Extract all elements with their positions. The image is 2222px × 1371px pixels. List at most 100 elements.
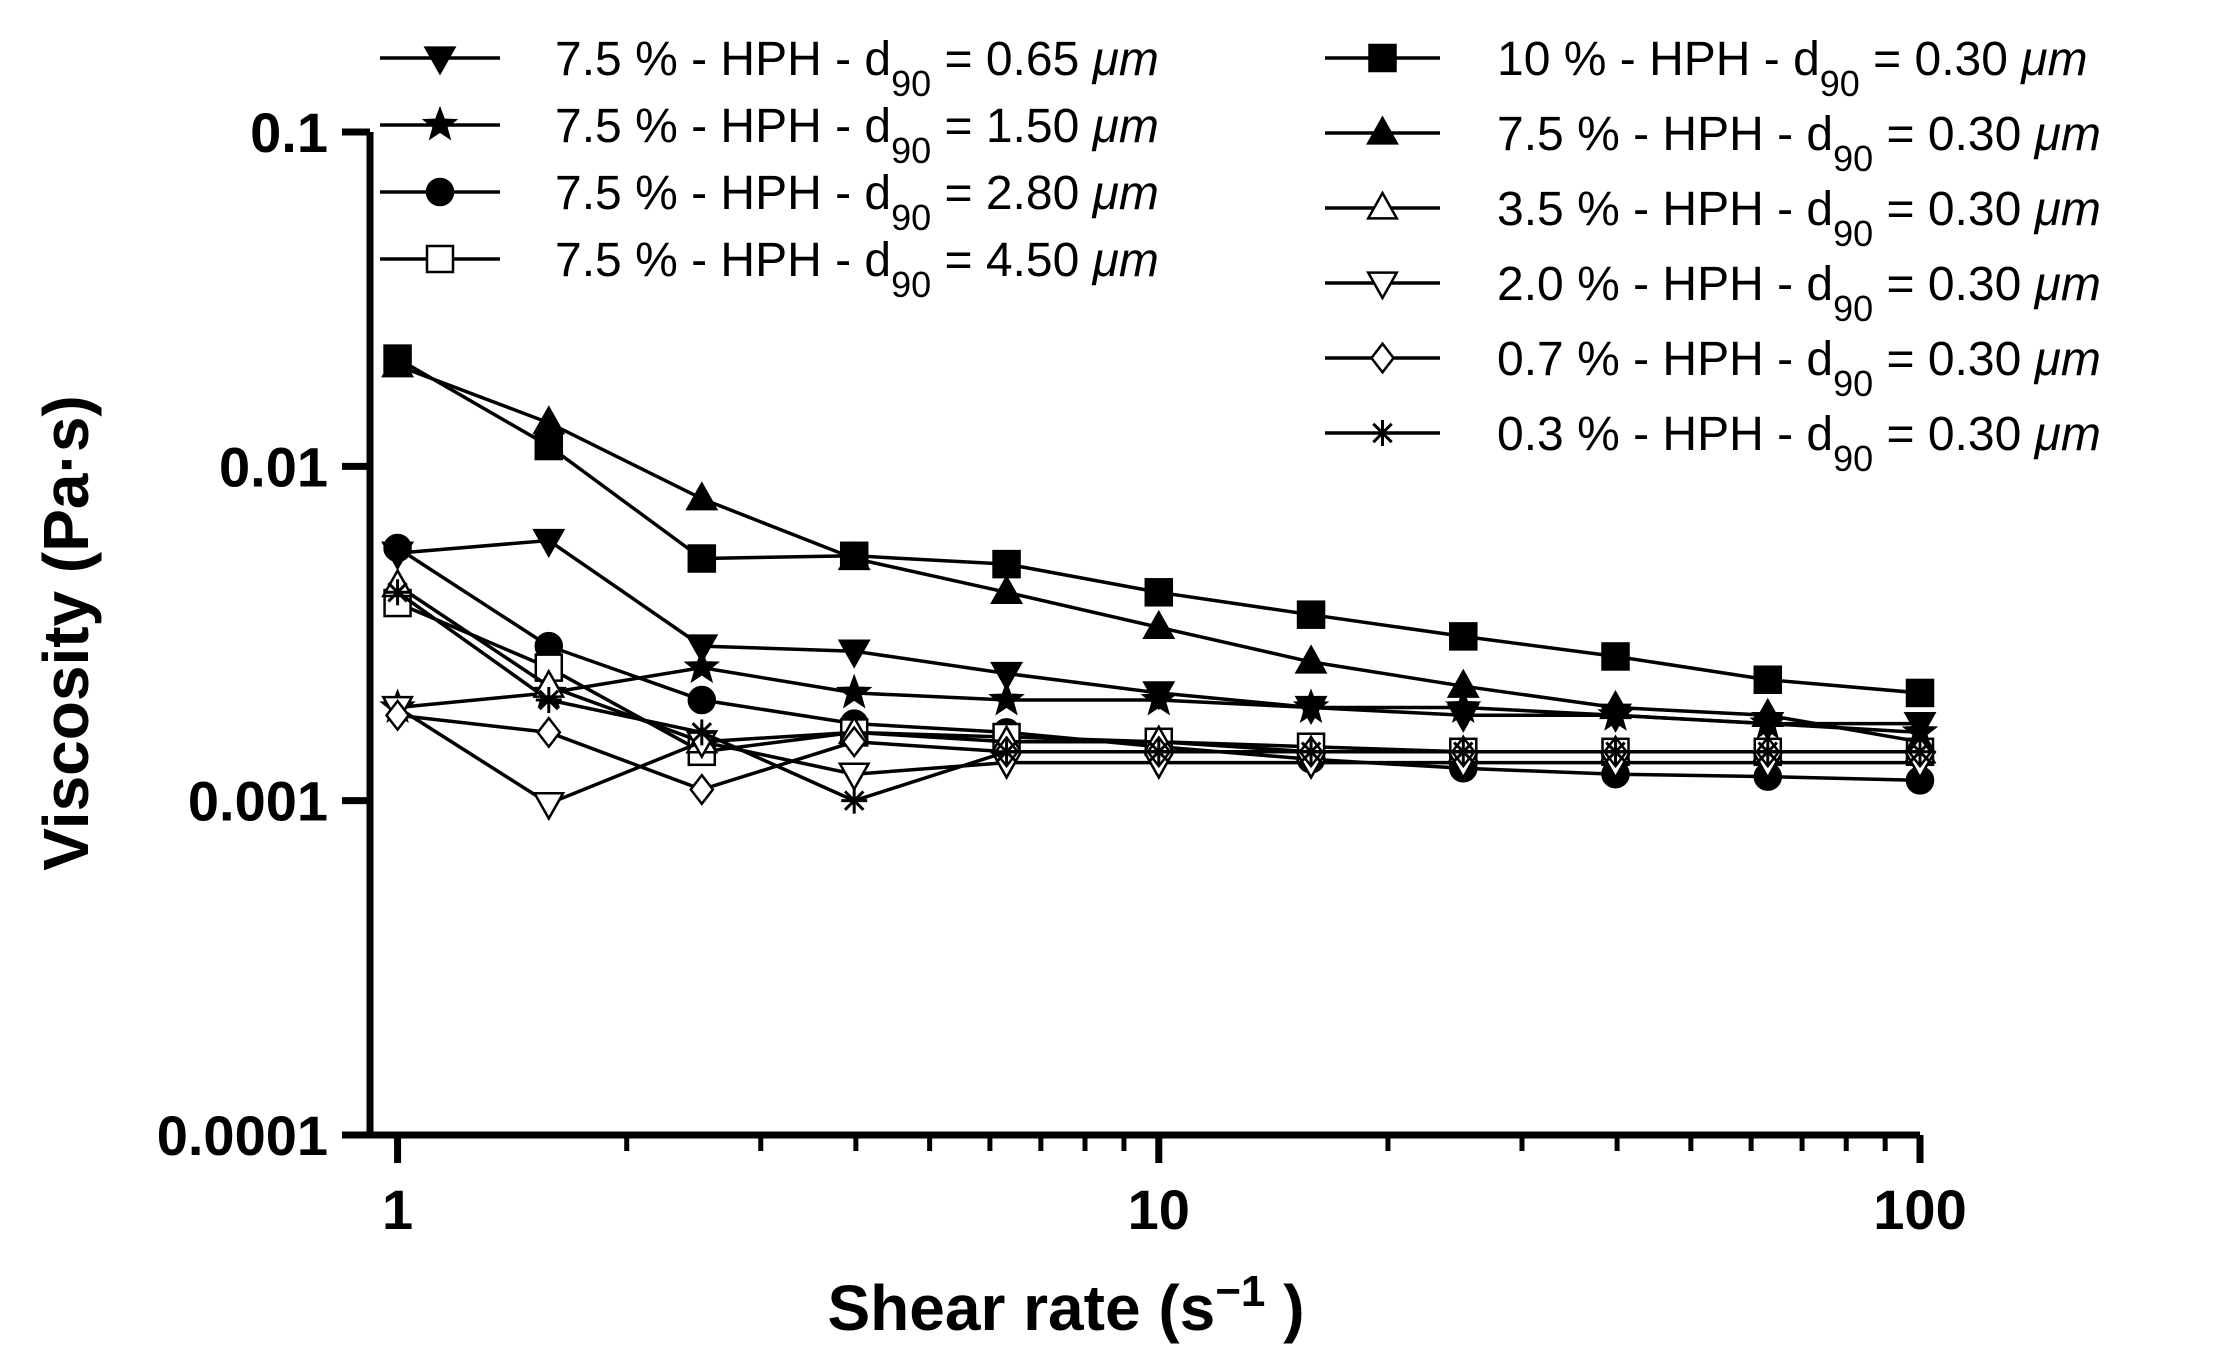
legend-label-prefix: 2.0 % - HPH - d	[1497, 258, 1833, 311]
y-tick-label: 0.01	[219, 435, 328, 498]
asterisk-stroke	[996, 741, 1017, 763]
legend-entry: 3.5 % - HPH - d90 = 0.30 μm	[1325, 183, 2101, 254]
data-point	[1751, 697, 1785, 727]
legend-entry: 7.5 % - HPH - d90 = 0.65 μm	[380, 33, 1159, 104]
data-point	[421, 105, 459, 141]
data-point	[990, 574, 1024, 604]
legend-label-unit: μm	[2033, 408, 2101, 461]
legend: 7.5 % - HPH - d90 = 0.65 μm7.5 % - HPH -…	[380, 33, 2101, 479]
legend-label-unit: μm	[2033, 333, 2101, 386]
x-tick-label: 10	[1128, 1178, 1190, 1241]
data-point	[1905, 678, 1935, 708]
legend-label: 7.5 % - HPH - d90 = 4.50 μm	[555, 234, 1159, 305]
data-point	[689, 773, 715, 806]
legend-label: 10 % - HPH - d90 = 0.30 μm	[1497, 33, 2088, 104]
legend-label-unit: μm	[2033, 183, 2101, 236]
legend-entry: 7.5 % - HPH - d90 = 0.30 μm	[1325, 108, 2101, 179]
data-point	[1292, 688, 1330, 724]
data-point	[1602, 738, 1629, 765]
data-point	[1907, 738, 1933, 765]
x-axis-title-exponent: −1	[1215, 1267, 1265, 1316]
data-point	[1446, 668, 1480, 698]
data-point	[841, 725, 867, 759]
asterisk-stroke	[1453, 741, 1474, 763]
data-point	[534, 431, 564, 461]
legend-label-unit: μm	[2033, 258, 2101, 311]
legend-label-prefix: 7.5 % - HPH - d	[555, 33, 891, 86]
legend-label-subscript: 90	[1820, 63, 1860, 104]
series-5	[383, 344, 1935, 708]
data-point	[1369, 341, 1396, 375]
x-axis-title-close: )	[1265, 1272, 1304, 1344]
data-point	[835, 673, 873, 709]
y-tick-label: 0.0001	[157, 1104, 328, 1167]
asterisk-stroke	[691, 722, 713, 743]
y-axis-title: Viscosity (Pa·s)	[30, 395, 102, 870]
asterisk-stroke	[1300, 741, 1322, 763]
legend-label-subscript: 90	[1833, 363, 1873, 404]
legend-label: 3.5 % - HPH - d90 = 0.30 μm	[1497, 183, 2101, 254]
legend-label-value: = 2.80	[931, 167, 1092, 220]
data-point	[1366, 271, 1399, 301]
legend-label-value: = 0.30	[1860, 33, 2021, 86]
data-point	[532, 528, 566, 558]
data-point	[1296, 600, 1326, 629]
data-point	[532, 405, 566, 435]
legend-label-value: = 1.50	[931, 100, 1092, 153]
asterisk-stroke	[538, 689, 560, 711]
legend-entry: 7.5 % - HPH - d90 = 1.50 μm	[380, 100, 1159, 171]
legend-label-value: = 0.30	[1873, 408, 2034, 461]
legend-label-prefix: 7.5 % - HPH - d	[555, 100, 891, 153]
data-point	[425, 244, 455, 274]
asterisk-stroke	[1909, 741, 1931, 763]
legend-label-subscript: 90	[1833, 213, 1873, 254]
data-point	[1369, 420, 1396, 446]
data-point	[688, 719, 715, 746]
legend-entry: 0.7 % - HPH - d90 = 0.30 μm	[1325, 333, 2101, 404]
data-point	[535, 687, 562, 714]
legend-entry: 7.5 % - HPH - d90 = 4.50 μm	[380, 234, 1159, 305]
data-point	[685, 634, 719, 664]
legend-entry: 7.5 % - HPH - d90 = 2.80 μm	[380, 167, 1159, 238]
legend-label-subscript: 90	[891, 264, 931, 305]
legend-entry: 0.3 % - HPH - d90 = 0.30 μm	[1325, 408, 2101, 479]
data-point	[993, 738, 1020, 765]
data-point	[1366, 190, 1399, 220]
data-point	[990, 661, 1024, 692]
data-point	[837, 639, 871, 669]
legend-label-unit: μm	[1091, 167, 1159, 220]
data-point	[384, 698, 411, 732]
legend-label-prefix: 0.3 % - HPH - d	[1497, 408, 1833, 461]
legend-label-unit: μm	[2033, 108, 2101, 161]
data-point	[1140, 680, 1178, 716]
legend-label: 7.5 % - HPH - d90 = 2.80 μm	[555, 167, 1159, 238]
data-point	[1368, 43, 1397, 73]
asterisk-stroke	[387, 582, 408, 603]
data-point	[687, 544, 717, 573]
legend-label-value: = 4.50	[931, 234, 1092, 287]
legend-label-value: = 0.30	[1873, 333, 2034, 386]
x-axis-title-main: Shear rate (s	[827, 1272, 1215, 1344]
y-tick-label: 0.1	[250, 101, 328, 164]
legend-label-unit: μm	[1091, 100, 1159, 153]
data-point	[1753, 665, 1783, 694]
legend-label-prefix: 7.5 % - HPH - d	[1497, 108, 1833, 161]
data-point	[683, 648, 721, 684]
data-point	[381, 348, 415, 378]
asterisk-stroke	[1757, 741, 1779, 763]
legend-entry: 2.0 % - HPH - d90 = 0.30 μm	[1325, 258, 2101, 329]
legend-label-subscript: 90	[891, 197, 931, 238]
legend-label-subscript: 90	[891, 63, 931, 104]
legend-label-unit: μm	[1091, 234, 1159, 287]
data-point	[384, 579, 411, 606]
data-point	[685, 481, 719, 511]
data-point	[536, 716, 562, 749]
data-point	[1145, 738, 1172, 765]
asterisk-stroke	[1148, 741, 1170, 763]
data-point	[1599, 689, 1632, 720]
data-point	[1144, 578, 1174, 607]
legend-label: 0.7 % - HPH - d90 = 0.30 μm	[1497, 333, 2101, 404]
legend-label-value: = 0.65	[931, 33, 1092, 86]
data-point	[383, 533, 412, 563]
data-point	[1754, 738, 1781, 765]
